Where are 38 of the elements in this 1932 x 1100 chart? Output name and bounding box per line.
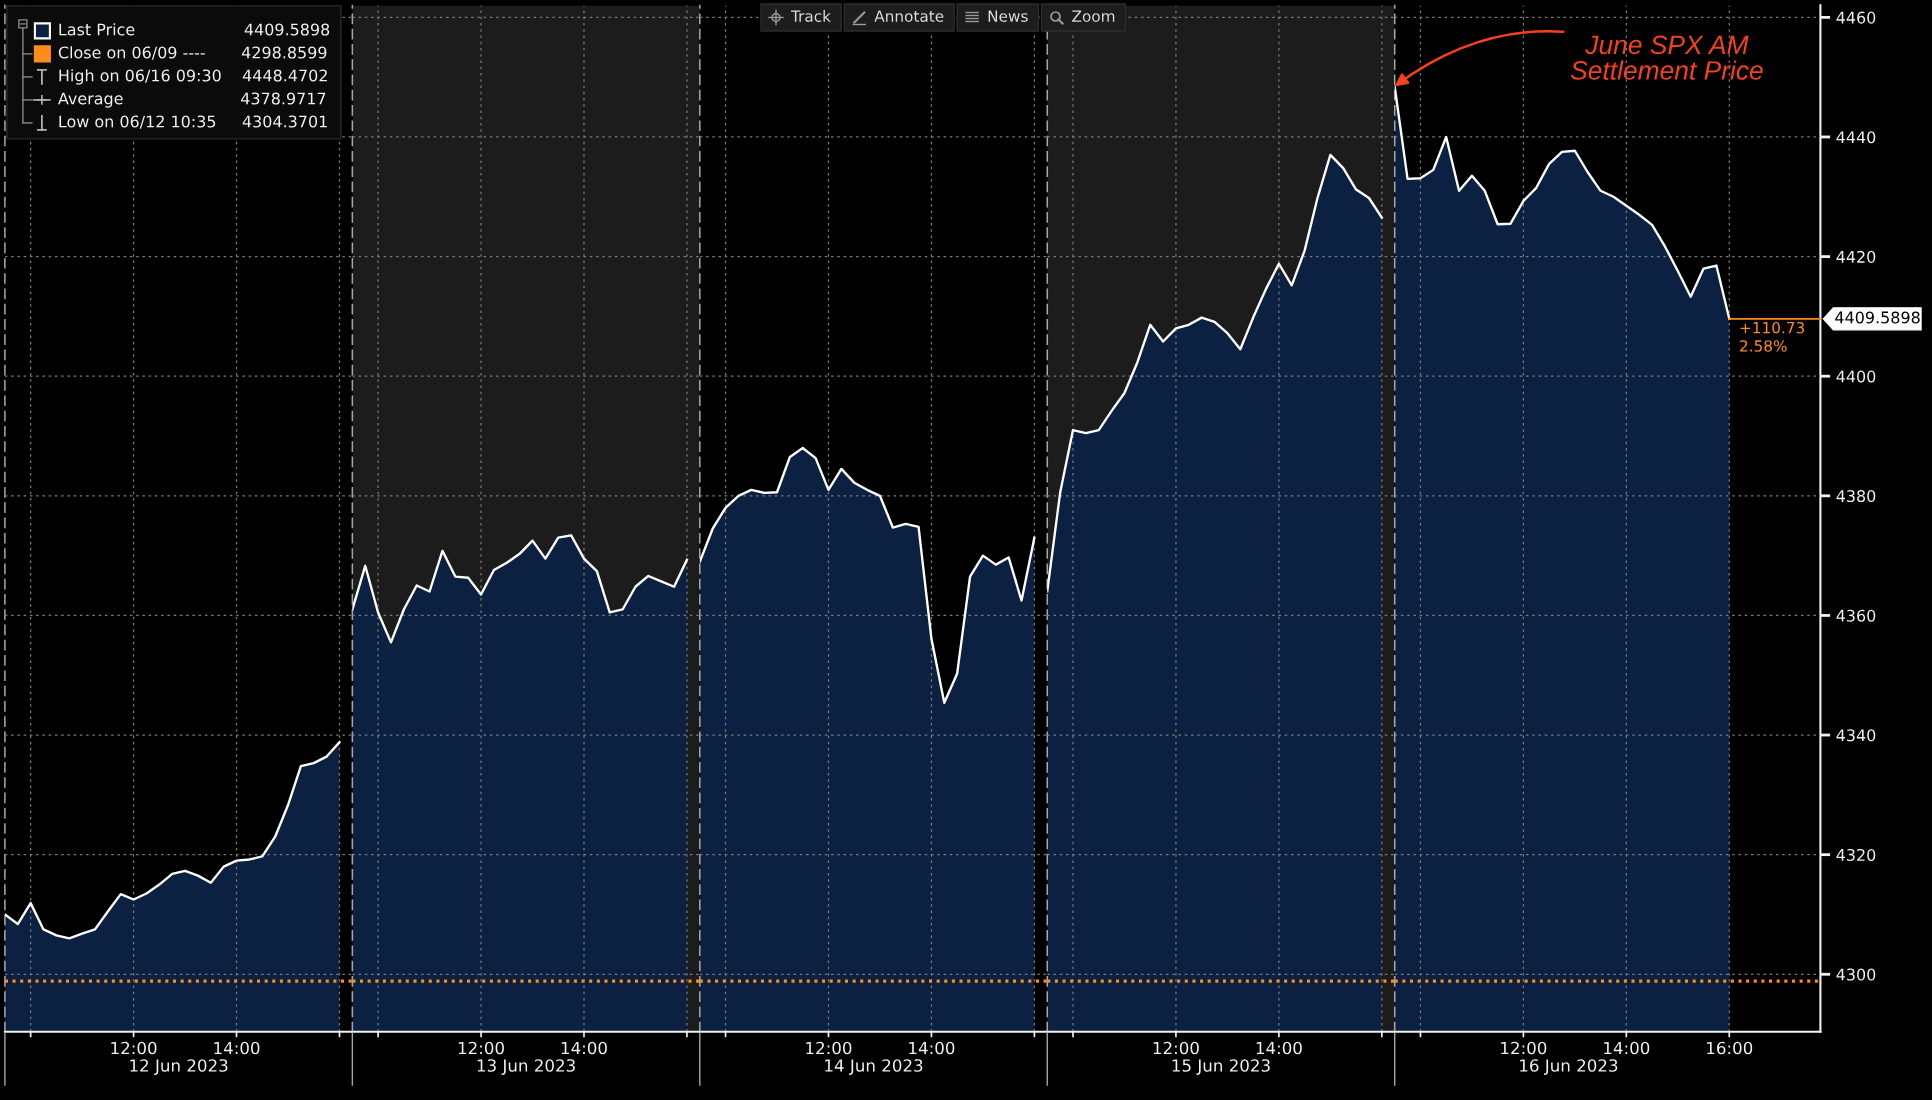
x-axis-title: 15 Jun 2023 — [1172, 1059, 1270, 1075]
y-tick-label: 4440 — [1836, 131, 1876, 144]
annotation: News — [988, 10, 1028, 22]
x-tick-label: 12:00 — [458, 1041, 504, 1055]
y-tick-label: 4340 — [1836, 729, 1876, 742]
y-tick-label: 4400 — [1836, 370, 1876, 383]
annotation: Average 4378.9717 — [58, 92, 326, 108]
x-tick-label: 14:00 — [1256, 1041, 1302, 1055]
x-tick-label: 14:00 — [909, 1041, 955, 1055]
x-tick-label: 12:00 — [111, 1041, 157, 1055]
x-tick-label: 14:00 — [561, 1041, 607, 1055]
annotation: Zoom — [1072, 10, 1115, 22]
x-tick-label: 16:00 — [1707, 1041, 1753, 1055]
y-tick-label: 4460 — [1836, 11, 1876, 24]
x-axis-title: 13 Jun 2023 — [477, 1059, 575, 1075]
annotation: Annotate — [874, 10, 944, 22]
annotation: +110.73 2.58% — [1740, 321, 1805, 352]
legend-label: Close on 06/09 ---- 4298.8599 — [58, 46, 327, 60]
y-tick-label: 4420 — [1836, 250, 1876, 263]
x-tick-label: 14:00 — [1604, 1041, 1650, 1055]
legend-label: Last Price — [59, 23, 135, 36]
text: 4409.5898 — [244, 23, 330, 36]
annotation: High on 06/16 09:30 4448.4702 — [59, 69, 327, 85]
y-tick-label: 4380 — [1836, 490, 1876, 503]
annotation: June SPX AM Settlement Price — [1570, 35, 1763, 80]
x-axis-title: 16 Jun 2023 — [1520, 1059, 1618, 1075]
data-label: 4409.5898 — [1835, 311, 1920, 324]
x-tick-label: 12:00 — [1153, 1041, 1199, 1055]
x-tick-label: 12:00 — [806, 1041, 852, 1055]
x-tick-label: 14:00 — [214, 1041, 260, 1055]
x-axis-title: 14 Jun 2023 — [825, 1059, 923, 1075]
y-tick-label: 4320 — [1836, 848, 1876, 861]
annotation: Track — [790, 10, 831, 22]
y-tick-label: 4360 — [1836, 609, 1876, 622]
annotation: Low on 06/12 10:35 4304.3701 — [59, 115, 327, 129]
x-tick-label: 12:00 — [1501, 1041, 1547, 1055]
y-tick-label: 4300 — [1836, 968, 1876, 981]
x-axis-title: 12 Jun 2023 — [130, 1059, 228, 1075]
